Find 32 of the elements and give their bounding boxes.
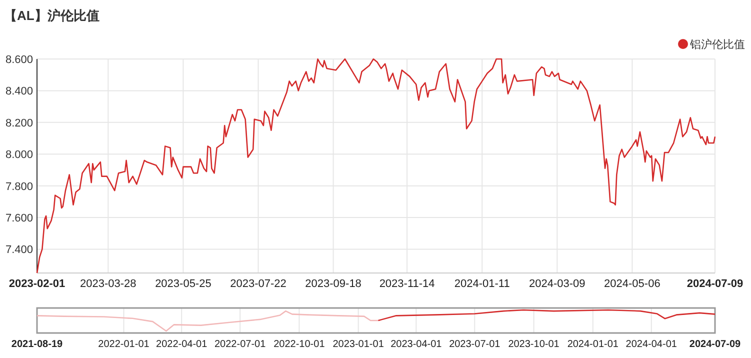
chart-title: 【AL】沪伦比值 — [4, 8, 100, 23]
x-tick-label: 2023-07-22 — [230, 278, 286, 290]
x-tick-label: 2022-04-01 — [156, 339, 208, 350]
x-tick-label: 2024-07-09 — [686, 278, 744, 290]
x-tick-label: 2022-01-01 — [98, 339, 150, 350]
y-tick-label: 8.400 — [5, 86, 33, 98]
legend: 铝沪伦比值 — [678, 39, 745, 51]
x-tick-label: 2023-04-01 — [390, 339, 442, 350]
y-tick-label: 8.000 — [5, 149, 33, 162]
x-tick-label: 2022-07-01 — [214, 339, 266, 350]
x-tick-label: 2021-08-19 — [11, 339, 64, 350]
x-tick-label: 2024-07-09 — [689, 339, 742, 350]
x-tick-label: 2023-09-18 — [305, 278, 362, 290]
x-tick-label: 2023-10-01 — [508, 339, 560, 350]
y-tick-label: 7.400 — [5, 244, 33, 256]
legend-label: 铝沪伦比值 — [689, 38, 745, 51]
y-tick-label: 7.800 — [5, 180, 33, 193]
x-tick-label: 2023-03-28 — [80, 278, 136, 290]
y-tick-label: 8.200 — [5, 117, 33, 130]
y-tick-label: 8.600 — [5, 54, 33, 66]
x-tick-label: 2024-04-01 — [626, 339, 678, 350]
x-tick-label: 2023-02-01 — [8, 278, 66, 290]
x-tick-label: 2023-11-14 — [379, 278, 435, 290]
x-tick-label: 2024-01-11 — [454, 278, 510, 290]
x-tick-label: 2023-07-01 — [449, 339, 501, 350]
x-tick-label: 2024-01-01 — [567, 339, 619, 350]
x-tick-label: 2024-05-06 — [604, 278, 660, 290]
x-tick-label: 2024-03-09 — [529, 278, 586, 290]
x-tick-label: 2022-10-01 — [274, 339, 326, 350]
x-tick-label: 2023-05-25 — [155, 278, 212, 290]
x-tick-label: 2023-01-01 — [332, 339, 384, 350]
y-tick-label: 7.600 — [5, 212, 33, 225]
